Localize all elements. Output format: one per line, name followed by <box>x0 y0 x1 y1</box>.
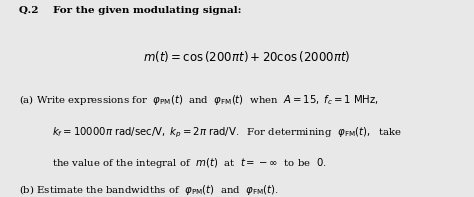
Text: Q.2    For the given modulating signal:: Q.2 For the given modulating signal: <box>19 6 241 15</box>
Text: $k_f = 10000\pi\;{\rm rad/sec/V},\; k_p = 2\pi\;{\rm rad/V}.$  For determining  : $k_f = 10000\pi\;{\rm rad/sec/V},\; k_p … <box>52 126 402 140</box>
Text: the value of the integral of  $m\left(t\right)$  at  $t = -\infty$  to be  $0.$: the value of the integral of $m\left(t\r… <box>52 156 327 170</box>
Text: (b) Estimate the bandwidths of  $\varphi_{\rm PM}\left(t\right)$  and  $\varphi_: (b) Estimate the bandwidths of $\varphi_… <box>19 183 279 197</box>
Text: (a) Write expressions for  $\varphi_{\rm PM}\left(t\right)$  and  $\varphi_{\rm : (a) Write expressions for $\varphi_{\rm … <box>19 93 379 107</box>
Text: $m\left(t\right) = \cos\left(200\pi t\right) + 20\cos\left(2000\pi t\right)$: $m\left(t\right) = \cos\left(200\pi t\ri… <box>143 49 350 64</box>
